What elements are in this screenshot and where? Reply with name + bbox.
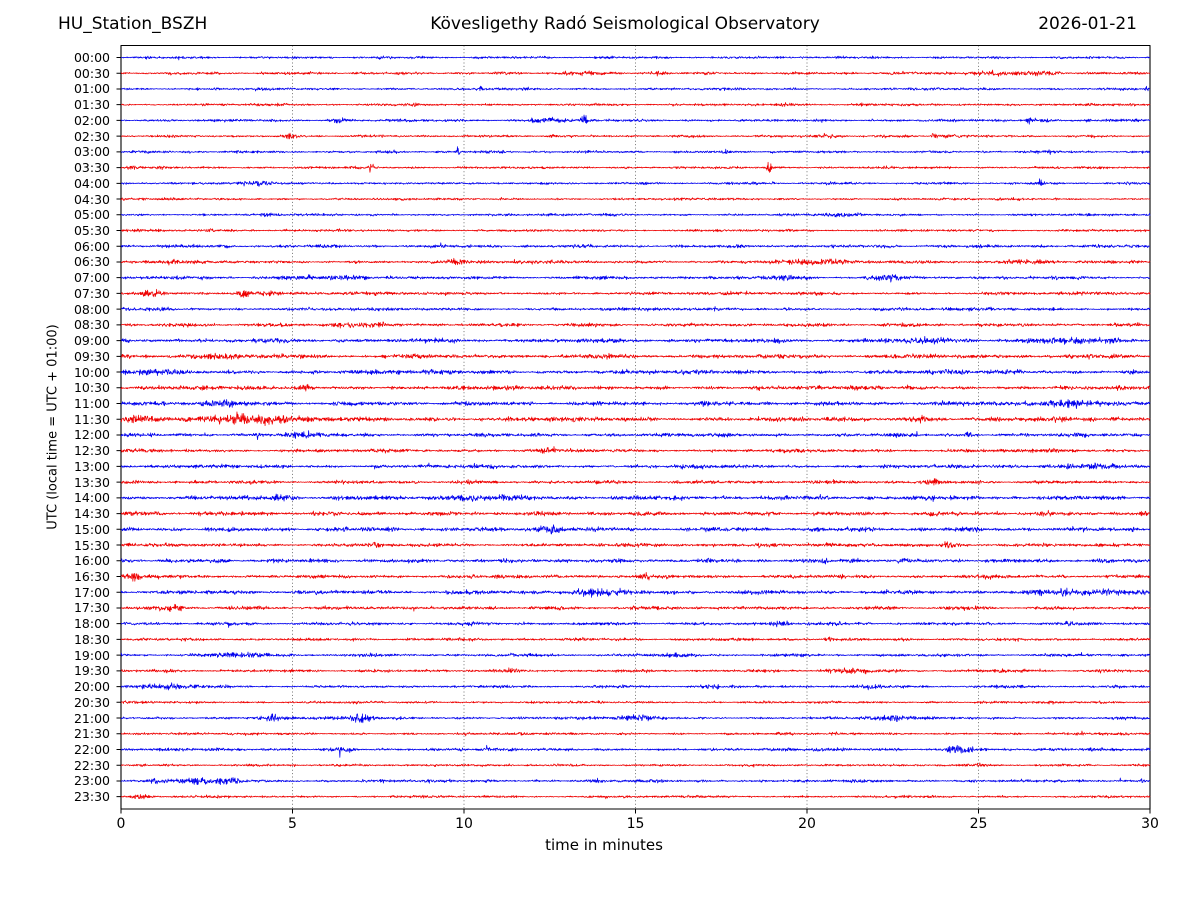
y-tick-label: 19:30	[73, 663, 110, 679]
y-tick-label: 09:00	[73, 333, 110, 349]
y-tick-label: 16:00	[73, 553, 110, 569]
x-tick-label: 5	[288, 816, 297, 832]
y-tick-label: 14:00	[73, 490, 110, 506]
y-tick-label: 06:00	[73, 238, 110, 254]
date-label: 2026-01-21	[1038, 14, 1137, 34]
y-tick-label: 23:30	[73, 789, 110, 805]
y-tick-label: 15:30	[73, 537, 110, 553]
y-tick-label: 13:30	[73, 474, 110, 490]
x-tick-label: 20	[798, 816, 816, 832]
x-tick-label: 10	[455, 816, 473, 832]
y-tick-label: 04:00	[73, 175, 110, 191]
x-tick-label: 0	[116, 816, 126, 832]
y-tick-label: 01:30	[73, 97, 110, 113]
y-tick-label: 11:30	[73, 411, 110, 427]
y-tick-label: 21:00	[73, 710, 110, 726]
y-tick-label: 22:00	[73, 741, 110, 757]
x-axis-title: time in minutes	[545, 836, 663, 854]
y-tick-label: 16:30	[73, 568, 110, 584]
x-tick-label: 30	[1141, 816, 1159, 832]
y-tick-label: 21:30	[73, 726, 110, 742]
y-tick-label: 18:30	[73, 631, 110, 647]
y-tick-label: 10:30	[73, 380, 110, 396]
y-tick-label: 00:30	[73, 65, 110, 81]
y-tick-label: 01:00	[73, 81, 110, 97]
y-tick-label: 22:30	[73, 757, 110, 773]
y-tick-label: 00:00	[73, 50, 110, 65]
y-tick-label: 15:00	[73, 521, 110, 537]
x-tick-label: 15	[626, 816, 645, 832]
y-tick-label: 05:30	[73, 222, 110, 238]
y-tick-label: 19:00	[73, 647, 110, 663]
y-tick-label: 05:00	[73, 207, 110, 223]
y-tick-label: 12:30	[73, 443, 110, 459]
y-tick-label: 12:00	[73, 427, 110, 443]
y-tick-label: 20:30	[73, 694, 110, 710]
y-tick-label: 09:30	[73, 348, 110, 364]
y-tick-label: 20:00	[73, 679, 110, 695]
y-tick-label: 08:00	[73, 301, 110, 317]
y-tick-label: 03:00	[73, 144, 110, 160]
y-tick-label: 02:30	[73, 128, 110, 144]
y-tick-label: 06:30	[73, 254, 110, 270]
observatory-title: Kövesligethy Radó Seismological Observat…	[430, 14, 820, 34]
y-tick-label: 14:30	[73, 506, 110, 522]
y-tick-label: 07:00	[73, 270, 110, 286]
y-tick-label: 03:30	[73, 160, 110, 176]
y-tick-label: 10:00	[73, 364, 110, 380]
y-tick-label: 17:00	[73, 584, 110, 600]
y-tick-label: 11:00	[73, 395, 110, 411]
x-tick-label: 25	[969, 816, 988, 832]
y-tick-label: 07:30	[73, 285, 110, 301]
y-tick-label: 04:30	[73, 191, 110, 207]
y-tick-label: 02:00	[73, 112, 110, 128]
y-tick-label: 08:30	[73, 317, 110, 333]
y-tick-label: 23:00	[73, 773, 110, 789]
y-tick-label: 18:00	[73, 616, 110, 632]
y-tick-label: 17:30	[73, 600, 110, 616]
station-title: HU_Station_BSZH	[58, 14, 208, 34]
y-tick-label: 13:00	[73, 458, 110, 474]
